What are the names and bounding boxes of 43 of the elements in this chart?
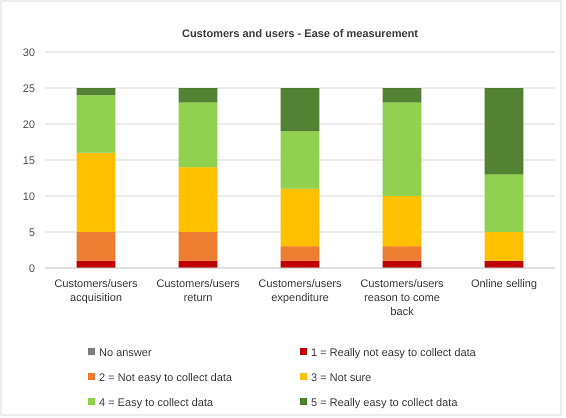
y-tick-label: 30 xyxy=(22,46,35,59)
bar xyxy=(178,102,218,168)
bar xyxy=(280,260,320,268)
legend-label: 5 = Really easy to collect data xyxy=(311,396,458,409)
bar xyxy=(382,260,422,268)
y-tick-label: 10 xyxy=(22,190,35,203)
legend-label: 3 = Not sure xyxy=(311,372,372,384)
legend-label: 1 = Really not easy to collect data xyxy=(311,346,477,359)
bar xyxy=(382,88,422,102)
bar xyxy=(382,246,422,261)
bar xyxy=(178,88,218,102)
legend-label: 4 = Easy to collect data xyxy=(99,396,214,409)
y-tick-label: 25 xyxy=(22,82,35,95)
bar xyxy=(178,232,218,261)
x-tick-label: Online selling xyxy=(470,278,538,290)
bar xyxy=(484,88,524,174)
bar xyxy=(76,232,116,261)
y-tick-label: 20 xyxy=(22,118,35,131)
x-tick-label: Customers/users acquisition xyxy=(54,278,138,304)
x-tick-label: Customers/users expenditure xyxy=(258,278,342,304)
y-tick-label: 15 xyxy=(22,154,35,167)
x-tick-label: Customers/users return xyxy=(156,278,240,304)
bar xyxy=(178,167,218,232)
bar xyxy=(484,174,524,232)
bar xyxy=(382,196,422,246)
bar xyxy=(76,88,116,96)
legend-label: No answer xyxy=(99,346,152,359)
x-tick-label: Customers/users reason to come back xyxy=(360,278,444,318)
bar xyxy=(484,260,524,268)
legend-label: 2 = Not easy to collect data xyxy=(99,372,233,384)
bar xyxy=(76,152,116,232)
bar xyxy=(76,95,116,153)
bar xyxy=(280,188,320,246)
bar xyxy=(178,260,218,268)
y-tick-label: 5 xyxy=(28,226,35,239)
chart-title: Customers and users - Ease of measurement xyxy=(182,28,418,40)
bar xyxy=(280,246,320,261)
bar xyxy=(484,232,524,261)
bar xyxy=(76,260,116,268)
bar xyxy=(382,102,422,196)
bar xyxy=(280,88,320,132)
bar xyxy=(280,131,320,189)
y-tick-label: 0 xyxy=(28,262,35,275)
